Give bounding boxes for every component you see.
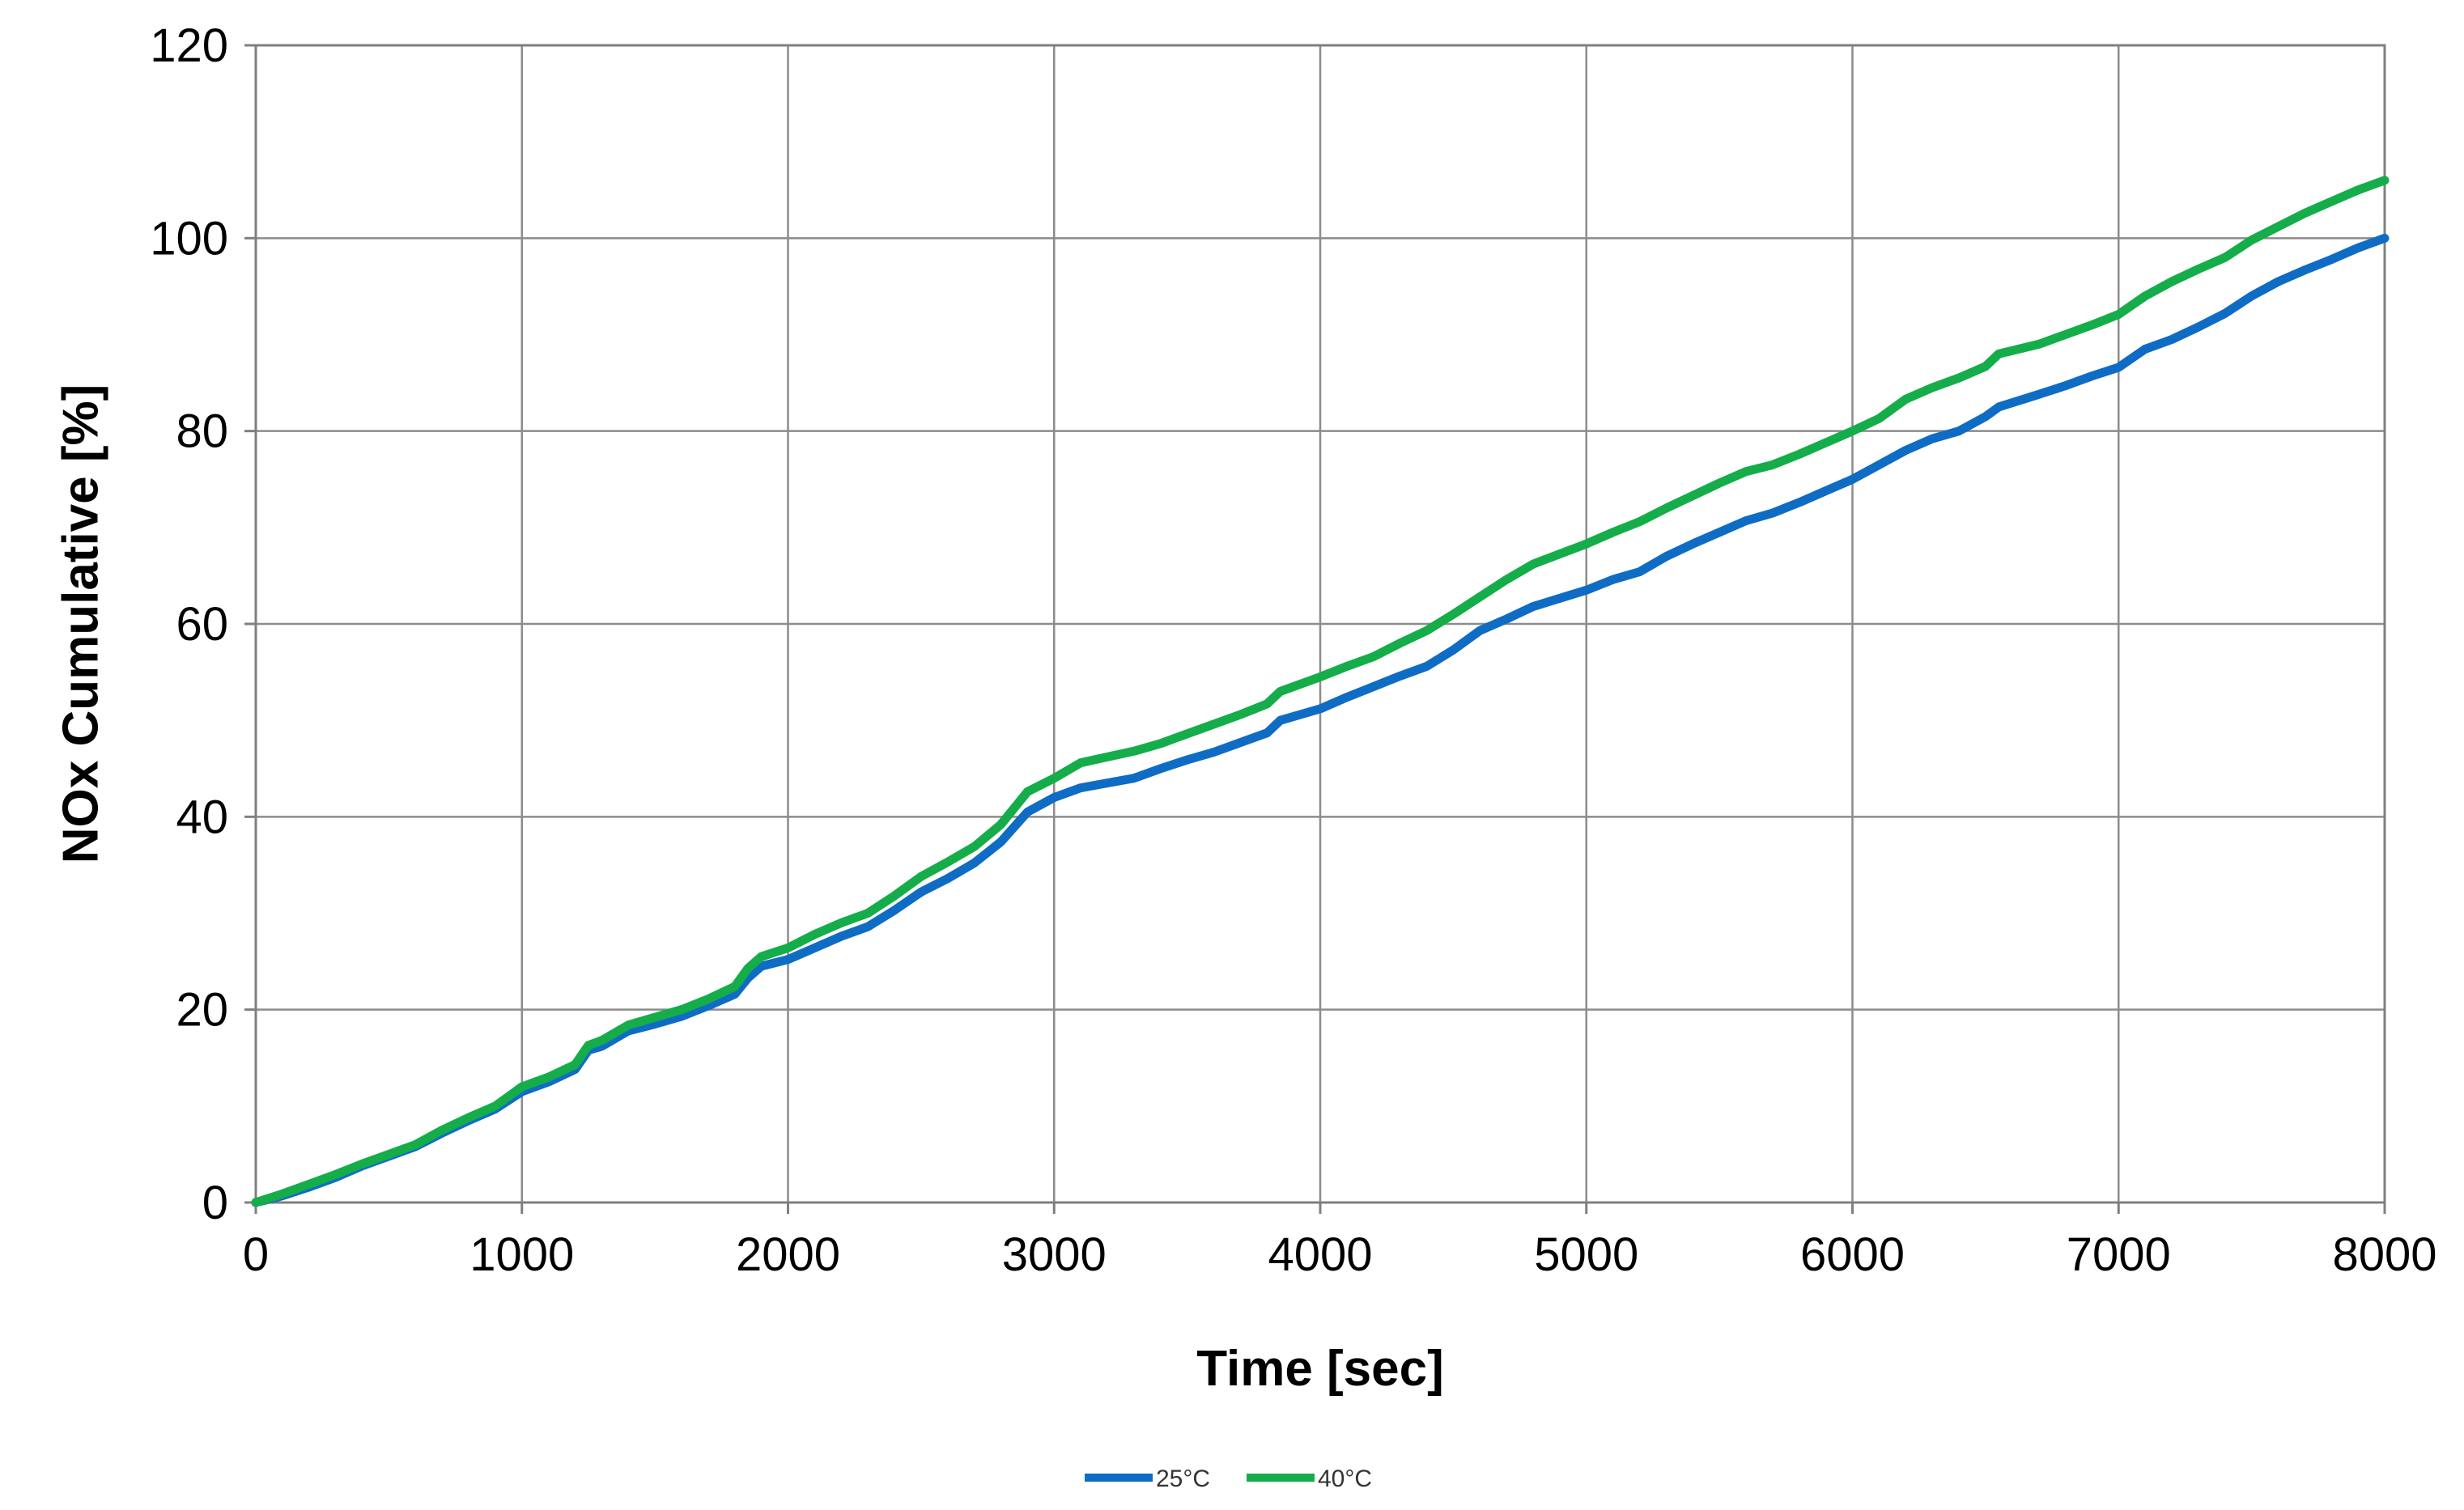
legend: 25°C 40°C	[1085, 1465, 1372, 1492]
series-line-1	[251, 176, 2390, 1207]
y-tick-label: 40	[176, 791, 228, 843]
y-axis-title: NOx Cumulative [%]	[53, 384, 109, 864]
x-tick-label: 7000	[2067, 1228, 2171, 1281]
x-tick-label: 8000	[2332, 1228, 2436, 1281]
x-tick-label: 4000	[1268, 1228, 1372, 1281]
y-tick-label: 100	[150, 212, 228, 265]
x-tick-label: 3000	[1002, 1228, 1107, 1281]
x-axis-title: Time [sec]	[1196, 1341, 1444, 1397]
x-tick-label: 5000	[1534, 1228, 1638, 1281]
x-axis-tick-labels: 0 1000 2000 3000 4000 5000 6000 7000 8000	[243, 1202, 2437, 1281]
y-tick-label: 60	[176, 598, 228, 651]
series-line-0	[251, 233, 2390, 1207]
x-tick-label: 1000	[469, 1228, 574, 1281]
x-tick-label: 2000	[736, 1228, 840, 1281]
legend-label-0: 25°C	[1156, 1465, 1210, 1492]
x-tick-label: 6000	[1800, 1228, 1905, 1281]
y-tick-label: 20	[176, 984, 228, 1037]
y-tick-label: 0	[202, 1177, 228, 1229]
y-tick-label: 120	[150, 19, 228, 72]
y-axis-tick-labels: 0 20 40 60 80 100 120	[150, 19, 256, 1229]
series-lines	[251, 176, 2390, 1207]
y-tick-label: 80	[176, 405, 228, 458]
x-tick-label: 0	[243, 1228, 269, 1281]
legend-label-1: 40°C	[1318, 1465, 1372, 1492]
